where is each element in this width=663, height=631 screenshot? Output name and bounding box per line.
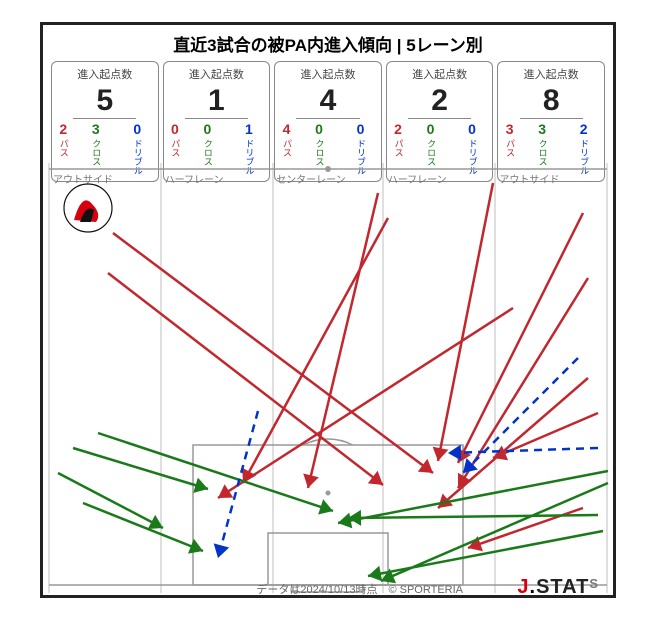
footer-attribution: データは2024/10/13時点 © SPORTERIA <box>256 581 463 597</box>
logo-prefix: J <box>517 576 529 598</box>
lane-label: 進入起点数 <box>52 66 158 82</box>
lane-label: 進入起点数 <box>164 66 270 82</box>
chart-frame: 直近3試合の被PA内進入傾向 | 5レーン別 進入起点数52パス3クロス0ドリブ… <box>40 22 616 598</box>
lane-label: 進入起点数 <box>498 66 604 82</box>
lane-label: 進入起点数 <box>275 66 381 82</box>
jstats-logo: J.STATS <box>517 576 599 599</box>
lane-total: 8 <box>520 84 583 119</box>
lane-label: 進入起点数 <box>387 66 493 82</box>
chart-container: 直近3試合の被PA内進入傾向 | 5レーン別 進入起点数52パス3クロス0ドリブ… <box>10 10 663 621</box>
logo-main: STAT <box>536 576 589 598</box>
logo-suffix: S <box>589 576 599 591</box>
lane-total: 1 <box>185 84 248 119</box>
chart-title: 直近3試合の被PA内進入傾向 | 5レーン別 <box>43 25 613 56</box>
pitch-diagram <box>43 163 613 593</box>
lane-total: 4 <box>296 84 359 119</box>
lane-total: 5 <box>73 84 136 119</box>
lane-total: 2 <box>408 84 471 119</box>
team-badge-icon <box>64 184 112 232</box>
